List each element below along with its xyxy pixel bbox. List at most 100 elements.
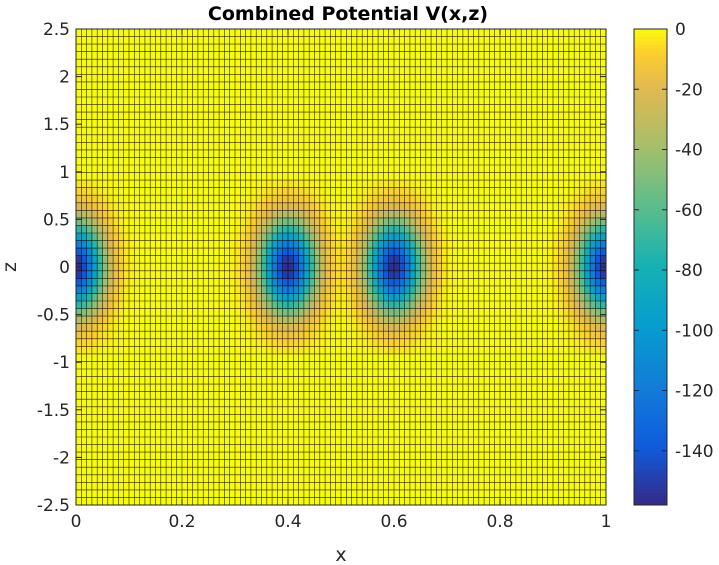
heatmap-cell xyxy=(494,225,501,234)
heatmap-cell xyxy=(404,195,411,204)
heatmap-cell xyxy=(76,172,82,181)
heatmap-cell xyxy=(574,225,580,234)
heatmap-cell xyxy=(590,278,596,287)
heatmap-cell xyxy=(192,36,199,45)
heatmap-cell xyxy=(515,293,522,302)
heatmap-cell xyxy=(325,285,331,294)
heatmap-cell xyxy=(341,278,347,287)
heatmap-cell xyxy=(229,308,236,317)
heatmap-cell xyxy=(547,338,554,347)
heatmap-cell xyxy=(219,308,225,317)
heatmap-cell xyxy=(473,165,480,173)
heatmap-cell xyxy=(341,233,347,241)
heatmap-cell xyxy=(118,399,125,408)
heatmap-cell xyxy=(415,217,421,226)
heatmap-cell xyxy=(144,353,151,362)
heatmap-cell xyxy=(102,89,109,98)
heatmap-cell xyxy=(441,97,448,105)
heatmap-cell xyxy=(208,346,215,355)
heatmap-cell xyxy=(420,97,427,105)
heatmap-cell xyxy=(213,180,220,189)
heatmap-cell xyxy=(81,149,87,158)
heatmap-cell xyxy=(484,165,490,173)
heatmap-cell xyxy=(510,187,517,196)
heatmap-cell xyxy=(579,29,586,37)
heatmap-cell xyxy=(484,29,490,37)
heatmap-cell xyxy=(91,308,98,317)
heatmap-cell xyxy=(500,165,506,173)
heatmap-cell xyxy=(447,89,453,98)
heatmap-cell xyxy=(229,278,236,287)
heatmap-cell xyxy=(303,195,310,204)
heatmap-cell xyxy=(388,285,395,294)
heatmap-cell xyxy=(261,293,268,302)
heatmap-cell xyxy=(436,369,443,377)
heatmap-cell xyxy=(394,301,400,309)
heatmap-cell xyxy=(457,51,464,60)
heatmap-cell xyxy=(505,202,511,211)
heatmap-cell xyxy=(203,104,209,113)
heatmap-cell xyxy=(404,248,411,257)
heatmap-cell xyxy=(240,89,246,98)
heatmap-cell xyxy=(500,127,506,136)
heatmap-cell xyxy=(303,165,310,173)
heatmap-cell xyxy=(579,195,586,204)
heatmap-cell xyxy=(553,240,559,249)
heatmap-cell xyxy=(415,119,421,128)
heatmap-cell xyxy=(500,29,506,37)
heatmap-cell xyxy=(86,210,93,219)
heatmap-cell xyxy=(171,331,178,340)
heatmap-cell xyxy=(542,66,549,75)
heatmap-cell xyxy=(160,142,167,151)
heatmap-cell xyxy=(107,59,114,68)
heatmap-cell xyxy=(197,248,204,257)
heatmap-cell xyxy=(277,119,284,128)
heatmap-cell xyxy=(394,127,400,136)
heatmap-cell xyxy=(314,134,321,143)
heatmap-cell xyxy=(97,316,103,325)
heatmap-cell xyxy=(256,89,262,98)
heatmap-cell xyxy=(537,142,543,151)
heatmap-cell xyxy=(298,240,305,249)
heatmap-cell xyxy=(500,233,506,241)
heatmap-cell xyxy=(425,165,432,173)
heatmap-cell xyxy=(219,263,225,272)
heatmap-cell xyxy=(531,97,538,105)
heatmap-cell xyxy=(139,217,146,226)
heatmap-cell xyxy=(431,89,437,98)
heatmap-cell xyxy=(107,165,114,173)
heatmap-cell xyxy=(261,74,268,83)
heatmap-cell xyxy=(563,217,570,226)
heatmap-cell xyxy=(277,270,284,279)
heatmap-cell xyxy=(473,112,480,121)
heatmap-cell xyxy=(553,270,559,279)
heatmap-cell xyxy=(515,180,522,189)
heatmap-cell xyxy=(139,134,146,143)
heatmap-cell xyxy=(553,255,559,264)
heatmap-cell xyxy=(553,59,559,68)
heatmap-cell xyxy=(341,195,347,204)
heatmap-cell xyxy=(356,217,363,226)
heatmap-cell xyxy=(478,391,485,400)
heatmap-cell xyxy=(86,44,93,53)
heatmap-cell xyxy=(155,172,162,181)
heatmap-cell xyxy=(235,399,241,408)
heatmap-cell xyxy=(351,346,358,355)
heatmap-cell xyxy=(515,369,522,377)
heatmap-cell xyxy=(192,81,199,90)
heatmap-cell xyxy=(574,369,580,377)
heatmap-cell xyxy=(590,353,596,362)
heatmap-cell xyxy=(537,104,543,113)
heatmap-cell xyxy=(409,112,416,121)
heatmap-cell xyxy=(97,263,103,272)
heatmap-cell xyxy=(277,66,284,75)
heatmap-cell xyxy=(372,248,379,257)
heatmap-cell xyxy=(182,44,188,53)
heatmap-cell xyxy=(144,29,151,37)
heatmap-cell xyxy=(595,270,602,279)
heatmap-cell xyxy=(76,44,82,53)
heatmap-cell xyxy=(547,112,554,121)
heatmap-cell xyxy=(229,233,236,241)
heatmap-cell xyxy=(558,112,564,121)
heatmap-cell xyxy=(113,172,119,181)
